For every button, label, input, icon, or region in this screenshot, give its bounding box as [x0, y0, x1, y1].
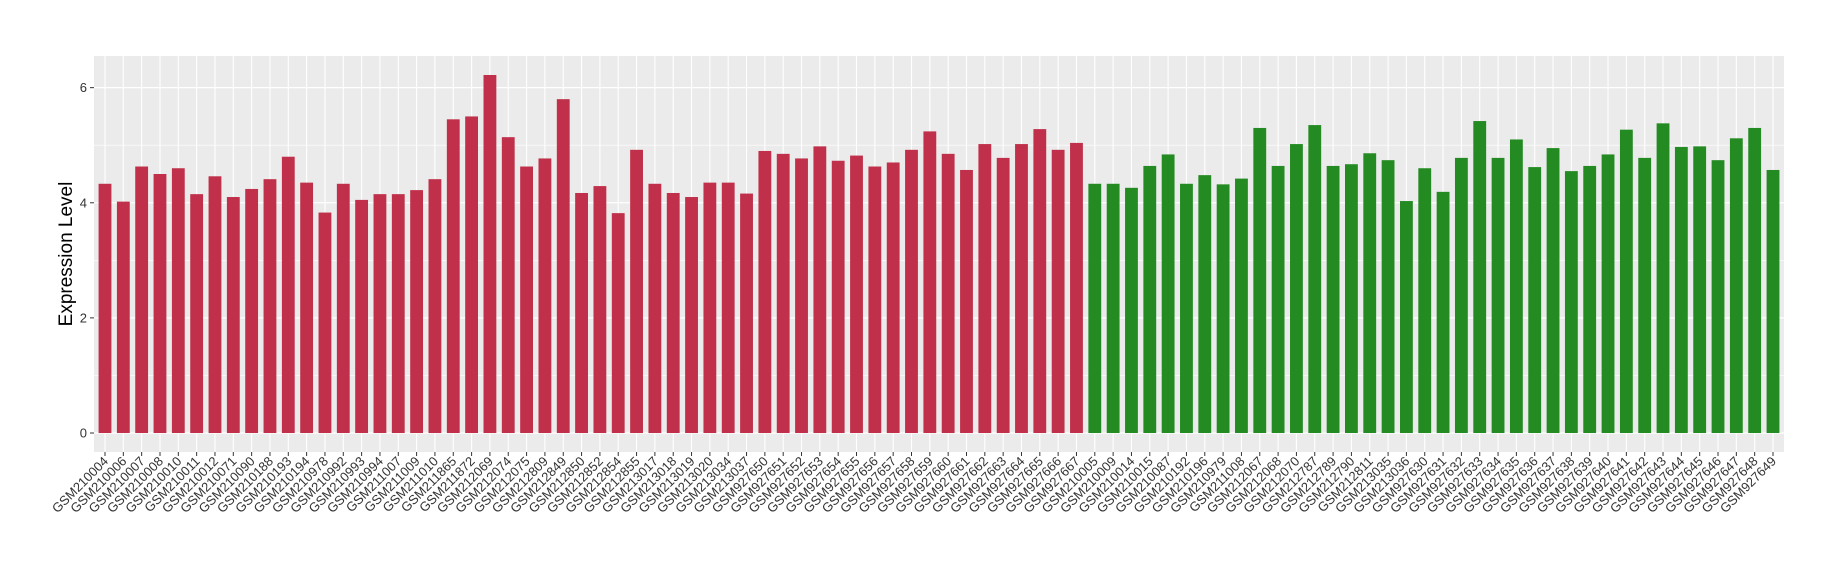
bar: [850, 155, 863, 434]
bar: [996, 157, 1010, 434]
bar: [813, 146, 827, 434]
bar: [226, 197, 240, 434]
bar: [1454, 157, 1468, 434]
bar: [1509, 139, 1523, 434]
y-tick-label: 4: [80, 195, 87, 210]
bar: [1033, 129, 1047, 434]
bar: [1125, 187, 1138, 434]
bar: [1345, 164, 1358, 434]
bar: [1436, 191, 1450, 434]
bar: [1418, 168, 1432, 434]
bar: [1363, 153, 1377, 434]
bar: [1546, 148, 1560, 434]
bar: [1015, 144, 1028, 434]
bar: [1693, 146, 1707, 434]
bar: [960, 169, 973, 434]
bar: [410, 190, 424, 434]
bar: [923, 131, 937, 434]
bar: [905, 149, 918, 434]
bar: [1216, 184, 1230, 434]
bar: [593, 186, 607, 434]
bar: [868, 166, 882, 434]
bar: [1528, 167, 1542, 434]
bar: [153, 173, 167, 434]
bar: [758, 150, 772, 434]
bar: [1601, 154, 1615, 434]
y-axis-label: Expression Level: [56, 182, 77, 327]
bar: [501, 137, 515, 434]
bar: [355, 199, 369, 434]
bar: [1619, 129, 1633, 434]
bar: [1290, 144, 1303, 434]
bar: [740, 193, 753, 434]
bar: [116, 201, 130, 434]
y-tick-label: 6: [80, 80, 87, 95]
bar: [1583, 165, 1597, 434]
y-tick-label: 2: [80, 310, 87, 325]
bar: [1766, 169, 1780, 434]
bar: [336, 183, 350, 434]
bar: [666, 192, 680, 434]
bar: [171, 168, 185, 434]
bar: [978, 144, 992, 434]
bar: [776, 153, 790, 434]
bar: [373, 194, 387, 434]
bar: [1399, 201, 1413, 434]
bar: [1564, 171, 1578, 434]
bar: [538, 158, 552, 434]
bar: [135, 166, 149, 434]
bar: [1180, 183, 1193, 434]
bar: [1491, 157, 1505, 434]
bar: [483, 74, 497, 434]
bar: [1051, 149, 1065, 434]
bar: [263, 179, 277, 434]
bar: [630, 149, 643, 434]
bar: [1656, 123, 1670, 434]
bar: [391, 194, 405, 434]
bar: [1088, 183, 1102, 434]
bar: [1198, 175, 1212, 434]
bar: [245, 188, 259, 434]
bar: [1711, 160, 1725, 434]
bar: [1106, 183, 1120, 434]
bar: [208, 176, 222, 434]
bar: [300, 182, 314, 434]
bar: [98, 183, 112, 434]
bar: [941, 153, 955, 434]
bar: [1070, 142, 1083, 434]
bar: [318, 212, 332, 434]
bar: [795, 158, 808, 434]
bar: [611, 213, 625, 434]
bar: [1674, 146, 1688, 434]
bar: [556, 99, 570, 434]
bar: [465, 116, 479, 434]
bar: [1308, 125, 1322, 434]
bar: [1271, 165, 1285, 434]
bar: [703, 182, 717, 434]
bar: [190, 194, 204, 434]
bar: [575, 192, 588, 434]
bar: [1473, 121, 1487, 434]
bar: [1729, 138, 1743, 434]
bar: [721, 182, 735, 434]
bar: [648, 183, 662, 434]
bar: [1326, 165, 1340, 434]
bar: [1748, 127, 1762, 434]
bar: [1381, 160, 1395, 434]
bar: [685, 197, 698, 434]
bar: [1235, 178, 1248, 434]
bar: [1253, 127, 1267, 434]
bar: [1161, 154, 1175, 434]
bar: [831, 160, 845, 434]
bar: [446, 119, 460, 434]
bar: [1638, 157, 1652, 434]
bar: [428, 179, 442, 434]
bar: [1143, 165, 1157, 434]
y-tick-label: 0: [80, 426, 87, 441]
bar: [281, 156, 295, 434]
bar: [886, 162, 900, 434]
bar: [520, 166, 533, 434]
